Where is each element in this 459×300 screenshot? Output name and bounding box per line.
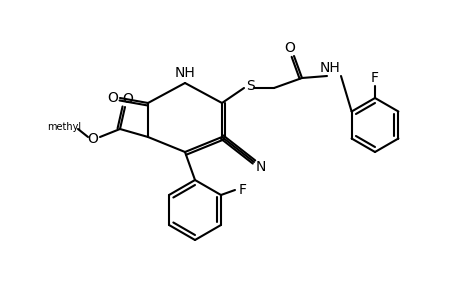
Text: NH: NH <box>174 66 195 80</box>
Text: O: O <box>87 132 98 146</box>
Text: O: O <box>122 92 133 106</box>
Text: S: S <box>246 79 255 93</box>
Text: F: F <box>370 71 378 85</box>
Text: F: F <box>239 183 246 197</box>
Text: O: O <box>107 91 118 105</box>
Text: N: N <box>255 160 266 174</box>
Text: O: O <box>284 41 295 55</box>
Text: methyl: methyl <box>47 122 81 132</box>
Text: NH: NH <box>319 61 340 75</box>
